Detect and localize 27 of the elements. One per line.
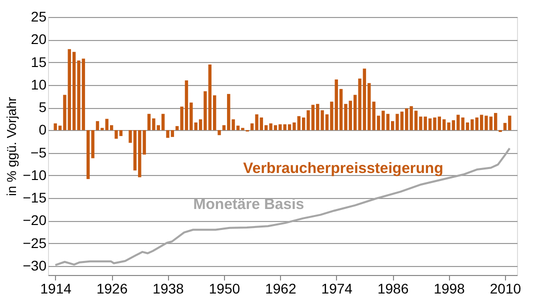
- x-tick-label: 1950: [208, 280, 240, 296]
- bar: [161, 114, 165, 130]
- y-tick-label: −25: [22, 234, 47, 251]
- y-tick-label: 0: [38, 122, 47, 138]
- bar: [218, 130, 221, 136]
- y-tick-label: −5: [30, 144, 47, 160]
- y-axis-title: in % ggü. Vorjahr: [4, 96, 19, 196]
- x-tick-label: 1962: [265, 280, 296, 296]
- x-tick-label: 1926: [96, 280, 128, 296]
- x-tick-label: 1914: [40, 280, 72, 296]
- y-tick-label: 15: [30, 54, 47, 70]
- series-label: Monetäre Basis: [193, 196, 304, 213]
- y-tick-label: −20: [22, 212, 47, 228]
- x-tick-label: 1938: [152, 280, 184, 296]
- y-tick-label: −15: [22, 190, 47, 206]
- y-tick-label: 20: [30, 31, 47, 48]
- x-tick-label: 2010: [490, 280, 522, 296]
- y-tick-label: 25: [30, 8, 47, 24]
- series-label: Verbraucherpreissteigerung: [243, 160, 444, 177]
- x-tick-label: 1974: [321, 280, 353, 296]
- y-tick-label: −10: [22, 166, 47, 183]
- x-tick-label: 1998: [434, 280, 466, 296]
- y-tick-label: 10: [30, 76, 47, 92]
- y-tick-label: 5: [38, 99, 47, 116]
- y-tick-label: −30: [22, 257, 47, 274]
- x-tick-label: 1986: [377, 280, 409, 296]
- line-series: [54, 147, 511, 266]
